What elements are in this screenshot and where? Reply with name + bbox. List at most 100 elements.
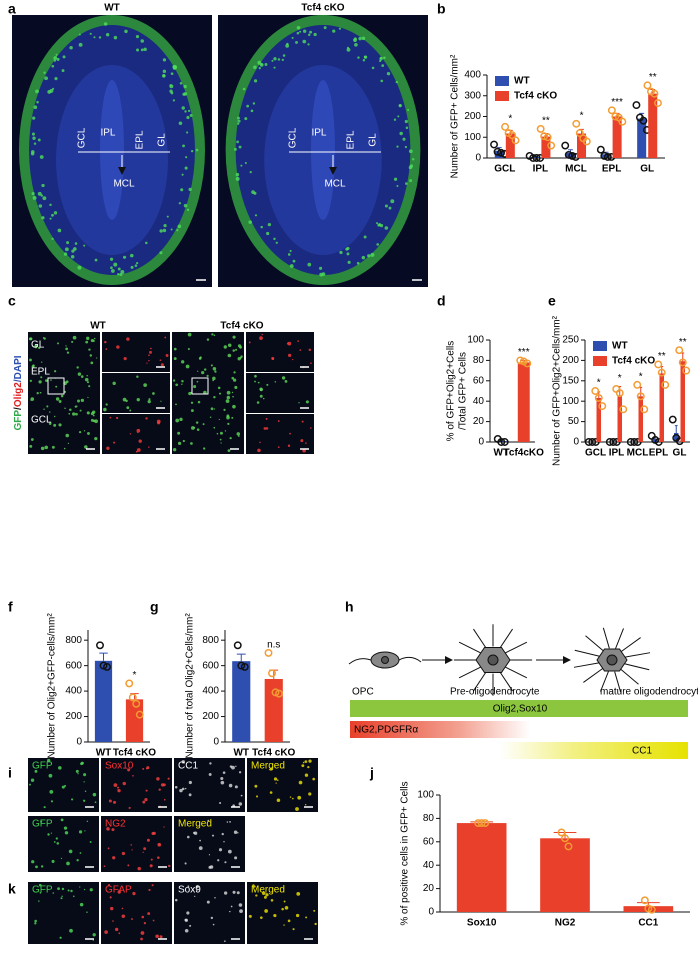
bar (232, 661, 251, 742)
marker-bar (350, 721, 530, 738)
cell-signal (199, 356, 202, 359)
cell-signal (206, 374, 209, 377)
gfp-cell (266, 231, 270, 236)
cell-signal (208, 773, 212, 776)
gfp-cell (135, 35, 140, 39)
cell-signal (84, 445, 88, 449)
layer-label: EPL (135, 130, 146, 149)
gfp-cell (172, 65, 177, 70)
cell-signal (90, 418, 94, 422)
data-point (532, 154, 541, 162)
cell-signal (61, 785, 65, 789)
cell-signal (229, 436, 232, 440)
data-point (572, 119, 581, 128)
data-point (561, 141, 570, 150)
gfp-cell (178, 202, 182, 205)
x-tick-label: GL (673, 448, 687, 459)
cell-signal (57, 342, 60, 345)
channel-label: Sox10 (105, 761, 134, 772)
cell-signal (126, 337, 130, 341)
data-point (477, 819, 486, 828)
cell-signal (71, 798, 74, 801)
x-tick-label: IPL (609, 448, 625, 459)
significance: ** (542, 116, 550, 127)
cell-signal (302, 761, 305, 764)
cell-signal (96, 357, 98, 359)
cell-signal (289, 796, 292, 798)
cell-signal (156, 419, 161, 424)
gfp-cell (31, 192, 35, 196)
cell-signal (275, 782, 277, 784)
panel-letter: f (8, 599, 13, 615)
cell-signal (40, 376, 43, 379)
cell-signal (126, 406, 130, 410)
image-title: Tcf4 cKO (220, 321, 263, 332)
process (602, 627, 610, 649)
gfp-cell (195, 148, 199, 152)
data-point (547, 141, 556, 150)
gfp-cell (113, 35, 118, 40)
process (620, 637, 641, 653)
gfp-cell (361, 255, 366, 260)
cell-signal (116, 416, 119, 420)
cell-signal (199, 839, 201, 842)
data-point (654, 99, 662, 107)
cell-signal (79, 886, 81, 888)
panel-letter: e (548, 293, 556, 309)
gfp-cell (307, 33, 311, 37)
cell-signal (104, 340, 107, 344)
cell-signal (52, 892, 55, 894)
cell-signal (223, 345, 227, 349)
significance: * (133, 670, 137, 681)
gfp-cell (253, 65, 257, 70)
cell-signal (145, 417, 148, 420)
gfp-cell (277, 58, 281, 61)
cell-signal (227, 343, 232, 347)
gfp-cell (73, 247, 77, 251)
data-point (661, 380, 670, 389)
gfp-cell (408, 149, 413, 154)
data-point (543, 133, 552, 142)
cell-signal (213, 395, 216, 399)
cell-signal (30, 438, 34, 441)
cell-signal (141, 915, 145, 919)
cell-signal (38, 900, 40, 902)
y-tick-label: 200 (65, 711, 82, 722)
gfp-cell (184, 110, 187, 113)
cell-signal (270, 899, 274, 902)
gfp-cell (282, 54, 286, 57)
cell-signal (163, 826, 165, 828)
cell-signal (233, 830, 238, 834)
cell-signal (30, 778, 35, 782)
gfp-cell (323, 26, 327, 30)
cell-signal (256, 401, 260, 404)
cell-signal (259, 441, 261, 444)
cell-signal (131, 918, 133, 920)
gfp-cell (186, 208, 190, 212)
gfp-cell (181, 173, 184, 176)
bulb-core (100, 80, 124, 220)
cell-signal (35, 865, 38, 869)
significance: *** (518, 347, 530, 358)
gfp-cell (384, 204, 388, 208)
cell-signal (298, 402, 300, 404)
gfp-cell (397, 115, 400, 118)
image-title: Tcf4 cKO (301, 3, 344, 14)
data-point (582, 137, 591, 146)
cell-signal (113, 800, 117, 804)
gfp-cell (166, 215, 169, 218)
cell-signal (186, 911, 190, 915)
marker-label: NG2,PDGFRα (354, 725, 418, 736)
cell-signal (151, 884, 154, 887)
cell-signal (29, 358, 32, 362)
y-axis-label: Number of GFP+Olig2+Cells/mm² (552, 315, 563, 466)
cell-signal (248, 914, 252, 918)
cell-signal (232, 890, 236, 894)
cell-signal (255, 894, 258, 897)
layer-label: EPL (31, 367, 50, 378)
gfp-cell (289, 249, 292, 253)
cell-signal (80, 398, 85, 402)
gfp-cell (135, 262, 139, 265)
bar (456, 823, 507, 912)
cell-signal (172, 379, 176, 382)
